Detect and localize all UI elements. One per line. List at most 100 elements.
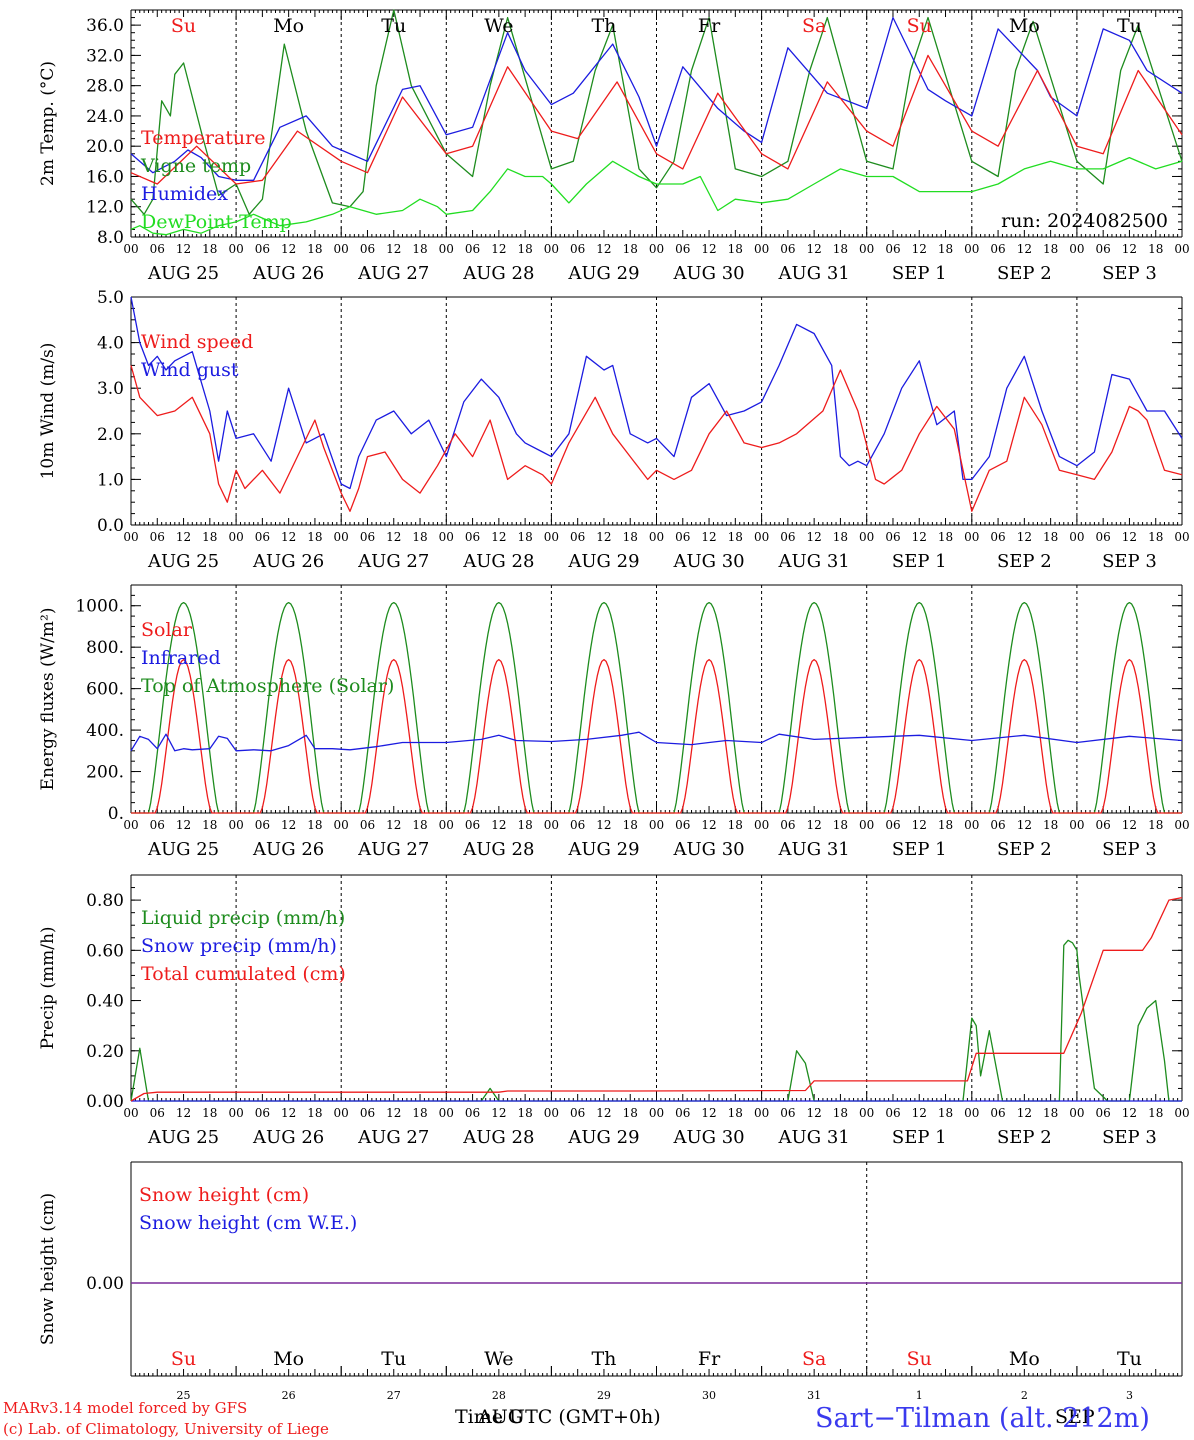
- hour-tick-label: 12: [596, 1106, 611, 1120]
- series-line-infrared: [130, 731, 1183, 752]
- hour-tick-label: 00: [228, 818, 243, 832]
- bottom-day-number: 31: [807, 1389, 821, 1402]
- weekday-label: Mo: [1009, 15, 1040, 37]
- hour-tick-label: 18: [833, 242, 848, 256]
- series-line-solar: [131, 658, 1182, 814]
- hour-tick-label: 18: [307, 818, 322, 832]
- y-tick-label: 0.00: [86, 1092, 124, 1112]
- time-axis-overlap-month: AUG: [477, 1406, 523, 1428]
- date-label: AUG 30: [672, 263, 744, 284]
- y-tick-label: 1.0: [97, 470, 124, 490]
- hour-tick-label: 12: [701, 818, 716, 832]
- hour-tick-label: 06: [465, 530, 480, 544]
- hour-tick-label: 06: [675, 530, 690, 544]
- hour-tick-label: 00: [1069, 530, 1084, 544]
- date-label: AUG 28: [462, 263, 534, 284]
- series-line-wind-speed: [130, 365, 1183, 512]
- legend-entry: DewPoint Temp: [141, 211, 292, 233]
- hour-tick-label: 06: [255, 530, 270, 544]
- hour-tick-label: 06: [780, 818, 795, 832]
- hour-tick-label: 18: [517, 1106, 532, 1120]
- hour-tick-label: 06: [150, 242, 165, 256]
- hour-tick-label: 18: [307, 1106, 322, 1120]
- y-tick-label: 800.: [86, 638, 124, 658]
- hour-tick-label: 06: [570, 530, 585, 544]
- hour-tick-label: 12: [491, 242, 506, 256]
- legend-entry: Total cumulated (cm): [141, 963, 346, 985]
- legend-entry: Wind gust: [141, 359, 239, 381]
- hour-tick-label: 18: [517, 818, 532, 832]
- hour-tick-label: 12: [1017, 818, 1032, 832]
- bottom-weekday-label: Sa: [802, 1348, 826, 1370]
- date-label: AUG 29: [567, 551, 639, 572]
- bottom-day-number: 25: [177, 1389, 191, 1402]
- bottom-month-label: SEP: [1055, 1406, 1095, 1428]
- legend-entry: Top of Atmosphere (Solar): [141, 675, 394, 697]
- hour-tick-label: 00: [649, 1106, 664, 1120]
- date-label: SEP 3: [1102, 263, 1157, 284]
- hour-tick-label: 12: [386, 1106, 401, 1120]
- bottom-day-number: 27: [387, 1389, 401, 1402]
- y-tick-label: 36.0: [86, 16, 124, 36]
- weekday-label: Th: [591, 15, 616, 37]
- legend-entry: Infrared: [141, 647, 221, 669]
- hour-tick-label: 18: [412, 1106, 427, 1120]
- y-tick-label: 0.40: [86, 992, 124, 1012]
- hour-tick-label: 00: [859, 242, 874, 256]
- bottom-weekday-label: Th: [591, 1348, 616, 1370]
- hour-tick-label: 00: [334, 530, 349, 544]
- bottom-day-number: 1: [916, 1389, 923, 1402]
- hour-tick-label: 12: [176, 1106, 191, 1120]
- hour-tick-label: 06: [465, 818, 480, 832]
- series-line-wind-gust: [130, 296, 1183, 490]
- hour-tick-label: 06: [675, 1106, 690, 1120]
- hour-tick-label: 00: [964, 818, 979, 832]
- panel-5: 0.00 Snow height (cm) Snow height (cm) Snow…: [38, 1161, 1183, 1377]
- bottom-weekday-label: Tu: [1117, 1348, 1142, 1370]
- hour-tick-label: 00: [228, 1106, 243, 1120]
- date-label: AUG 25: [147, 551, 219, 572]
- date-label: SEP 2: [997, 263, 1052, 284]
- legend-entry: Snow precip (mm/h): [141, 935, 337, 957]
- hour-tick-label: 12: [176, 530, 191, 544]
- date-label: AUG 25: [147, 1127, 219, 1148]
- hour-tick-label: 00: [544, 818, 559, 832]
- hour-tick-label: 18: [1148, 818, 1163, 832]
- date-label: SEP 1: [892, 551, 947, 572]
- hour-tick-label: 00: [964, 1106, 979, 1120]
- series-line-dewpoint-temp: [130, 156, 1183, 236]
- hour-tick-label: 12: [491, 818, 506, 832]
- hour-tick-label: 00: [1174, 242, 1189, 256]
- hour-tick-label: 18: [1148, 242, 1163, 256]
- hour-tick-label: 18: [517, 530, 532, 544]
- y-tick-label: 200.: [86, 763, 124, 783]
- series-line-vigne-temp: [130, 9, 1183, 215]
- hour-tick-label: 00: [754, 242, 769, 256]
- hour-tick-label: 06: [465, 242, 480, 256]
- date-label: AUG 31: [778, 1127, 850, 1148]
- panel-3: 0. 200. 400. 600. 800. 1000. Energy fluxes (W/…: [38, 584, 1190, 860]
- date-label: AUG 31: [778, 839, 850, 860]
- hour-tick-label: 12: [386, 242, 401, 256]
- hour-tick-label: 06: [570, 1106, 585, 1120]
- hour-tick-label: 00: [1174, 1106, 1189, 1120]
- hour-tick-label: 06: [885, 818, 900, 832]
- hour-tick-label: 12: [1017, 1106, 1032, 1120]
- hour-tick-label: 12: [807, 1106, 822, 1120]
- y-tick-label: 0.0: [97, 516, 124, 536]
- hour-tick-label: 06: [885, 242, 900, 256]
- weekday-label: We: [484, 15, 513, 37]
- hour-tick-label: 00: [123, 242, 138, 256]
- hour-tick-label: 18: [1043, 530, 1058, 544]
- hour-tick-label: 06: [990, 1106, 1005, 1120]
- date-label: SEP 1: [892, 839, 947, 860]
- y-axis-title: Precip (mm/h): [38, 926, 58, 1049]
- hour-tick-label: 12: [176, 818, 191, 832]
- hour-tick-label: 12: [1122, 530, 1137, 544]
- hour-tick-label: 12: [281, 818, 296, 832]
- hour-tick-label: 06: [570, 242, 585, 256]
- hour-tick-label: 12: [912, 818, 927, 832]
- date-label: SEP 2: [997, 551, 1052, 572]
- bottom-day-number: 2: [1021, 1389, 1028, 1402]
- weekday-label: Mo: [273, 15, 304, 37]
